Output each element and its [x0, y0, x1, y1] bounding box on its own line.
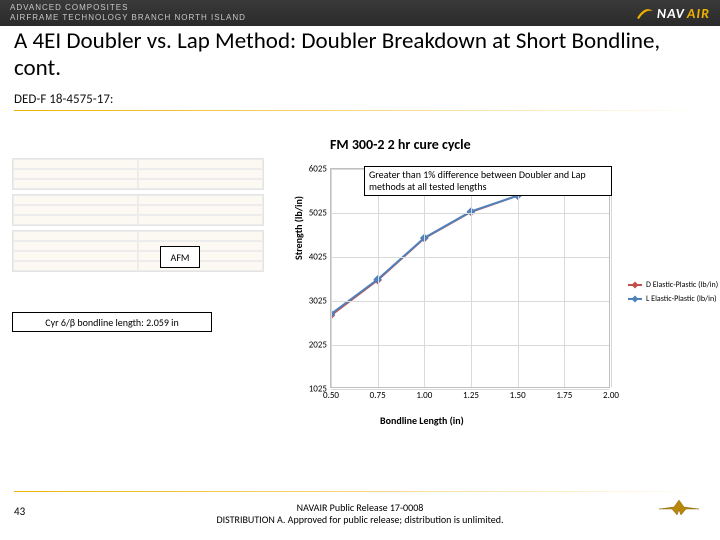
- chart: 1025202530254025502560250.500.751.001.25…: [300, 160, 620, 420]
- header-line2: AIRFRAME TECHNOLOGY BRANCH NORTH ISLAND: [10, 13, 246, 23]
- plot-area: 1025202530254025502560250.500.751.001.25…: [330, 168, 610, 388]
- x-tick: 2.00: [603, 390, 619, 401]
- legend-label-0: D Elastic-Plastic (lb/in): [646, 280, 718, 290]
- legend-label-1: L Elastic-Plastic (lb/in): [646, 294, 717, 304]
- x-axis-label: Bondline Length (in): [380, 414, 464, 427]
- slide: ADVANCED COMPOSITES AIRFRAME TECHNOLOGY …: [0, 0, 720, 540]
- chart-title: FM 300-2 2 hr cure cycle: [330, 136, 471, 153]
- logo-nav: NAV: [657, 5, 685, 22]
- background-tables: [12, 158, 264, 308]
- footer-rule: [14, 491, 706, 492]
- slide-subtitle: DED-F 18-4575-17:: [14, 92, 113, 107]
- footer-text: NAVAIR Public Release 17-0008 DISTRIBUTI…: [0, 502, 720, 526]
- slide-title: A 4EI Doubler vs. Lap Method: Doubler Br…: [14, 28, 694, 82]
- navair-logo: NAV AIR: [635, 3, 710, 23]
- title-rule: [14, 110, 706, 111]
- x-tick: 1.50: [510, 390, 526, 401]
- logo-air: AIR: [687, 5, 710, 22]
- header-line1: ADVANCED COMPOSITES: [10, 3, 246, 13]
- legend-item: D Elastic-Plastic (lb/in): [628, 280, 718, 290]
- x-tick: 0.50: [323, 390, 339, 401]
- y-tick: 3025: [301, 296, 327, 307]
- header-org: ADVANCED COMPOSITES AIRFRAME TECHNOLOGY …: [10, 3, 246, 23]
- legend: D Elastic-Plastic (lb/in) L Elastic-Plas…: [628, 280, 718, 308]
- x-tick: 1.75: [556, 390, 572, 401]
- annotation-afm: AFM: [160, 246, 200, 268]
- header-band: ADVANCED COMPOSITES AIRFRAME TECHNOLOGY …: [0, 0, 720, 26]
- logo-swoosh-icon: [635, 3, 655, 23]
- annotation-greater: Greater than 1% difference between Doubl…: [364, 166, 612, 196]
- legend-item: L Elastic-Plastic (lb/in): [628, 294, 718, 304]
- y-tick: 6025: [301, 164, 327, 175]
- x-tick: 0.75: [370, 390, 386, 401]
- annotation-condition: Cyr 6/β bondline length: 2.059 in: [12, 312, 212, 332]
- y-axis-label: Strength (lb/in): [292, 196, 305, 260]
- x-tick: 1.25: [463, 390, 479, 401]
- wings-icon: [654, 497, 704, 522]
- x-tick: 1.00: [416, 390, 432, 401]
- footer-dist: DISTRIBUTION A. Approved for public rele…: [216, 513, 503, 526]
- y-tick: 2025: [301, 340, 327, 351]
